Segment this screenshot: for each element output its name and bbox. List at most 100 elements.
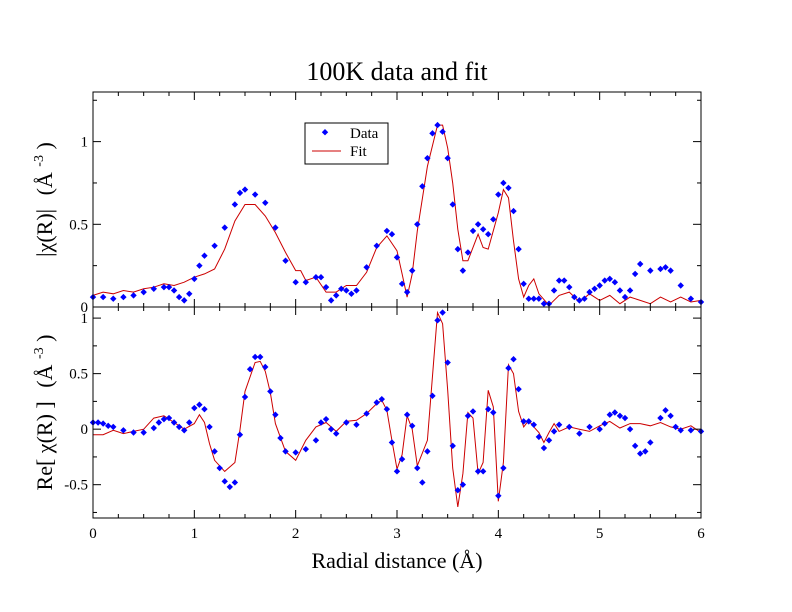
real-part-data-point <box>510 355 517 363</box>
x-tick-label: 4 <box>495 526 503 542</box>
real-part-data-point <box>216 464 223 472</box>
real-part-data-point <box>550 428 558 435</box>
magnitude-data-point <box>241 186 249 193</box>
magnitude-data-point <box>363 264 370 271</box>
magnitude-data-point <box>667 267 674 274</box>
magnitude-data-point <box>186 290 193 297</box>
real-part-data-point <box>282 448 289 455</box>
magnitude-data-point <box>175 293 183 301</box>
magnitude-data-series <box>89 121 705 307</box>
real-part-data-point <box>186 419 193 426</box>
real-part-data-point <box>150 424 157 432</box>
magnitude-data-point <box>424 154 431 162</box>
real-part-data-point <box>226 483 233 491</box>
x-tick-label: 0 <box>89 526 97 542</box>
magnitude-data-point <box>236 189 244 197</box>
real-part-data-point <box>333 430 340 437</box>
real-part-data-point <box>175 423 183 431</box>
magnitude-data-point <box>170 287 178 294</box>
real-part-data-point <box>94 419 102 426</box>
real-part-data-point <box>576 430 583 437</box>
real-part-data-point <box>262 363 269 371</box>
magnitude-data-point <box>677 282 684 289</box>
real-part-data-point <box>388 439 396 446</box>
real-part-data-point <box>398 455 406 463</box>
real-part-data-point <box>206 423 213 431</box>
magnitude-data-point <box>647 267 654 274</box>
real-part-data-point <box>277 434 284 442</box>
real-part-data-point <box>373 399 380 406</box>
magnitude-data-point <box>181 297 188 304</box>
real-part-data-point <box>449 442 456 450</box>
real-part-data-point <box>530 421 537 428</box>
real-part-data-point <box>419 479 426 486</box>
real-part-data-point <box>474 468 482 475</box>
real-part-data-point <box>211 448 218 455</box>
real-part-data-point <box>246 365 254 373</box>
real-part-data-point <box>99 420 107 427</box>
magnitude-data-point <box>535 295 543 302</box>
magnitude-data-point <box>150 285 157 293</box>
magnitude-data-point <box>414 221 421 228</box>
real-part-data-point <box>642 448 649 455</box>
real-part-data-point <box>555 421 563 428</box>
real-part-data-point <box>414 464 421 472</box>
magnitude-data-point <box>373 242 380 250</box>
real-part-data-point <box>606 411 613 418</box>
magnitude-data-point <box>393 254 401 261</box>
x-axis-tick-labels: 0 1 2 3 4 5 6 <box>89 526 705 542</box>
magnitude-data-point <box>464 249 472 256</box>
real-part-data-point <box>267 388 274 395</box>
real-part-data-point <box>479 468 487 475</box>
real-part-data-point <box>657 414 664 422</box>
real-part-data-point <box>505 364 512 372</box>
real-part-data-point <box>221 478 228 485</box>
magnitude-data-point <box>99 293 107 301</box>
legend-fit-label: Fit <box>350 144 368 160</box>
magnitude-data-point <box>520 280 527 288</box>
magnitude-data-point <box>550 287 558 294</box>
real-part-data-point <box>120 427 127 434</box>
magnitude-data-point <box>130 292 137 299</box>
magnitude-data-point <box>317 274 325 281</box>
real-part-data-point <box>409 422 416 430</box>
magnitude-data-point <box>292 278 299 286</box>
magnitude-data-point <box>621 293 629 301</box>
real-part-data-point <box>393 468 401 475</box>
legend-box <box>304 122 389 165</box>
magnitude-y-tick-label: 1 <box>81 135 89 151</box>
magnitude-data-point <box>495 191 502 198</box>
magnitude-data-point <box>272 224 279 231</box>
magnitude-y-tick-label: 0.5 <box>69 217 88 233</box>
real-part-y-tick-label: 0 <box>81 422 89 438</box>
magnitude-ticks: 00.51 <box>69 92 702 316</box>
magnitude-data-point <box>221 224 228 231</box>
magnitude-data-point <box>327 297 335 304</box>
real-part-data-point <box>525 418 532 425</box>
magnitude-data-point <box>140 288 147 296</box>
magnitude-data-point <box>312 274 320 281</box>
magnitude-data-point <box>687 295 695 302</box>
magnitude-data-point <box>611 278 619 286</box>
real-part-data-point <box>130 429 137 436</box>
magnitude-data-point <box>439 128 446 135</box>
magnitude-data-point <box>302 278 309 286</box>
magnitude-data-point <box>343 287 350 294</box>
real-part-data-point <box>637 450 644 457</box>
magnitude-data-point <box>459 267 467 274</box>
magnitude-data-point <box>160 283 168 291</box>
magnitude-plot-frame <box>92 91 702 308</box>
magnitude-data-point <box>333 292 340 299</box>
real-part-data-point <box>454 487 461 494</box>
real-part-data-point <box>257 353 264 361</box>
real-part-data-point <box>302 445 309 453</box>
magnitude-data-point <box>398 280 406 288</box>
magnitude-data-point <box>500 179 507 187</box>
magnitude-data-point <box>353 287 360 294</box>
x-axis-title: Radial distance (Å) <box>311 548 482 573</box>
magnitude-data-point <box>657 265 664 273</box>
magnitude-data-point <box>596 282 603 289</box>
magnitude-data-point <box>165 283 173 291</box>
real-part-data-point <box>201 405 208 413</box>
magnitude-data-point <box>262 199 269 207</box>
